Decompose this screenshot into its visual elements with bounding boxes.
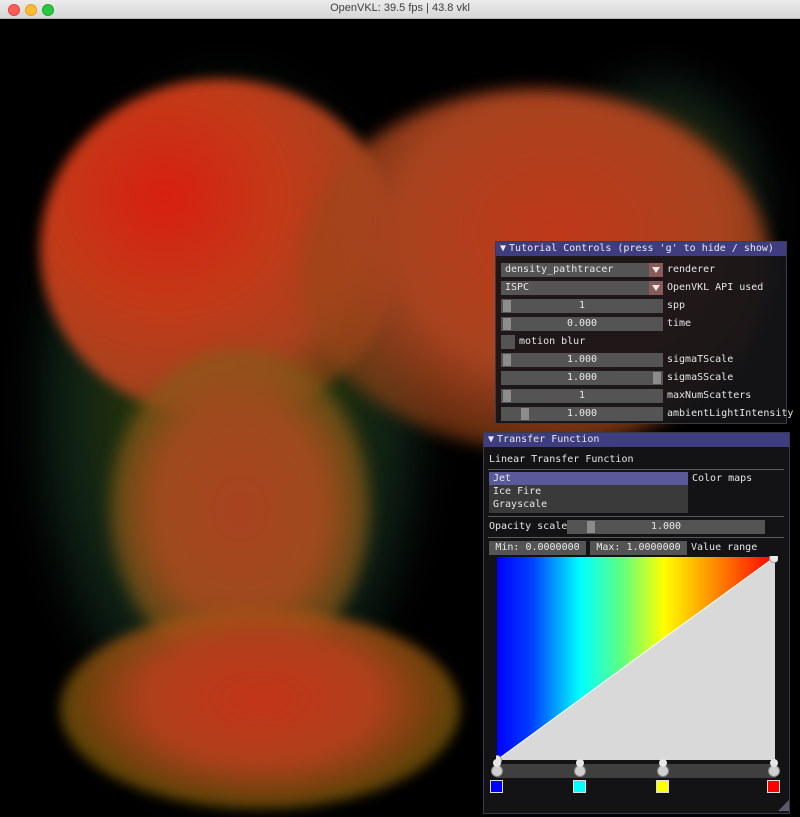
motion-blur-checkbox[interactable] <box>501 335 515 349</box>
color-maps-label: Color maps <box>692 473 753 484</box>
renderer-value: density_pathtracer <box>505 264 614 275</box>
window-title: OpenVKL: 39.5 fps | 43.8 vkl <box>330 2 470 14</box>
sigma-t-scale-label: sigmaTScale <box>667 354 734 365</box>
api-value: ISPC <box>505 282 530 293</box>
ambient-light-intensity-grab[interactable] <box>521 408 529 420</box>
max-num-scatters-value: 1 <box>578 390 586 401</box>
max-value-text: Max: 1.0000000 <box>596 542 681 553</box>
tutorial-controls-title: Tutorial Controls (press 'g' to hide / s… <box>509 243 774 254</box>
renderer-combo[interactable]: density_pathtracer <box>501 263 663 277</box>
max-num-scatters-label: maxNumScatters <box>667 390 752 401</box>
separator <box>488 516 784 517</box>
tutorial-controls-header[interactable]: ▼ Tutorial Controls (press 'g' to hide / … <box>496 242 786 256</box>
sigma-t-scale-value: 1.000 <box>566 354 598 365</box>
opacity-scale-value: 1.000 <box>650 521 682 532</box>
sigma-t-scale-grab[interactable] <box>503 354 511 366</box>
time-label: time <box>667 318 692 329</box>
time-slider[interactable]: 0.000 <box>501 317 663 331</box>
color-map-item-grayscale[interactable]: Grayscale <box>493 499 548 510</box>
color-point-pin <box>770 759 778 767</box>
opacity-scale-label: Opacity scale <box>489 521 568 532</box>
sigma-t-scale-slider[interactable]: 1.000 <box>501 353 663 367</box>
chevron-down-icon[interactable] <box>649 281 663 295</box>
spp-slider[interactable]: 1 <box>501 299 663 313</box>
time-slider-grab[interactable] <box>503 318 511 330</box>
window-titlebar: OpenVKL: 39.5 fps | 43.8 vkl <box>0 0 800 19</box>
separator <box>488 469 784 470</box>
color-point-swatch[interactable] <box>573 780 587 793</box>
resize-grip-icon[interactable] <box>778 800 789 811</box>
time-value: 0.000 <box>566 318 598 329</box>
max-num-scatters-grab[interactable] <box>503 390 511 402</box>
min-value-input[interactable]: Min: 0.0000000 <box>489 541 586 555</box>
renderer-label: renderer <box>667 264 716 275</box>
color-maps-listbox[interactable]: Jet Ice Fire Grayscale <box>489 472 688 513</box>
opacity-scale-slider[interactable]: 1.000 <box>567 520 765 534</box>
volume-base <box>60 609 460 809</box>
ambient-light-intensity-label: ambientLightIntensity <box>667 408 794 419</box>
ambient-light-intensity-slider[interactable]: 1.000 <box>501 407 663 421</box>
color-point-pin <box>659 759 668 767</box>
color-map-item-ice-fire[interactable]: Ice Fire <box>493 486 542 497</box>
chevron-down-icon[interactable] <box>649 263 663 277</box>
color-points-bar[interactable] <box>496 764 776 778</box>
tutorial-controls-window: ▼ Tutorial Controls (press 'g' to hide / … <box>495 241 793 424</box>
close-window-button[interactable] <box>8 4 20 16</box>
color-point-pin <box>576 759 585 767</box>
separator <box>488 537 784 538</box>
color-point-pin <box>493 759 501 767</box>
transfer-function-subtitle: Linear Transfer Function <box>489 454 634 465</box>
minimize-window-button[interactable] <box>25 4 37 16</box>
sigma-s-scale-grab[interactable] <box>653 372 661 384</box>
transfer-function-title: Transfer Function <box>497 434 600 445</box>
collapse-arrow-icon[interactable]: ▼ <box>500 243 507 254</box>
min-value-text: Min: 0.0000000 <box>495 542 580 553</box>
collapse-arrow-icon[interactable]: ▼ <box>488 434 495 445</box>
spp-value: 1 <box>578 300 586 311</box>
spp-label: spp <box>667 300 686 311</box>
color-map-item-jet[interactable]: Jet <box>489 472 688 485</box>
ambient-light-intensity-value: 1.000 <box>566 408 598 419</box>
maximize-window-button[interactable] <box>42 4 54 16</box>
transfer-function-header[interactable]: ▼ Transfer Function <box>484 433 789 447</box>
sigma-s-scale-label: sigmaSScale <box>667 372 734 383</box>
sigma-s-scale-value: 1.000 <box>566 372 598 383</box>
opacity-scale-grab[interactable] <box>587 521 595 533</box>
transfer-function-editor[interactable] <box>496 556 778 778</box>
max-num-scatters-slider[interactable]: 1 <box>501 389 663 403</box>
opacity-line <box>496 556 776 761</box>
value-range-label: Value range <box>691 542 758 553</box>
color-point-swatch[interactable] <box>767 780 780 793</box>
spp-slider-grab[interactable] <box>503 300 511 312</box>
api-label: OpenVKL API used <box>667 282 764 293</box>
color-point-swatch[interactable] <box>490 780 503 793</box>
api-combo[interactable]: ISPC <box>501 281 663 295</box>
sigma-s-scale-slider[interactable]: 1.000 <box>501 371 663 385</box>
motion-blur-label: motion blur <box>519 336 586 347</box>
max-value-input[interactable]: Max: 1.0000000 <box>590 541 687 555</box>
opacity-point-end[interactable] <box>769 556 779 563</box>
color-point-swatch[interactable] <box>656 780 670 793</box>
